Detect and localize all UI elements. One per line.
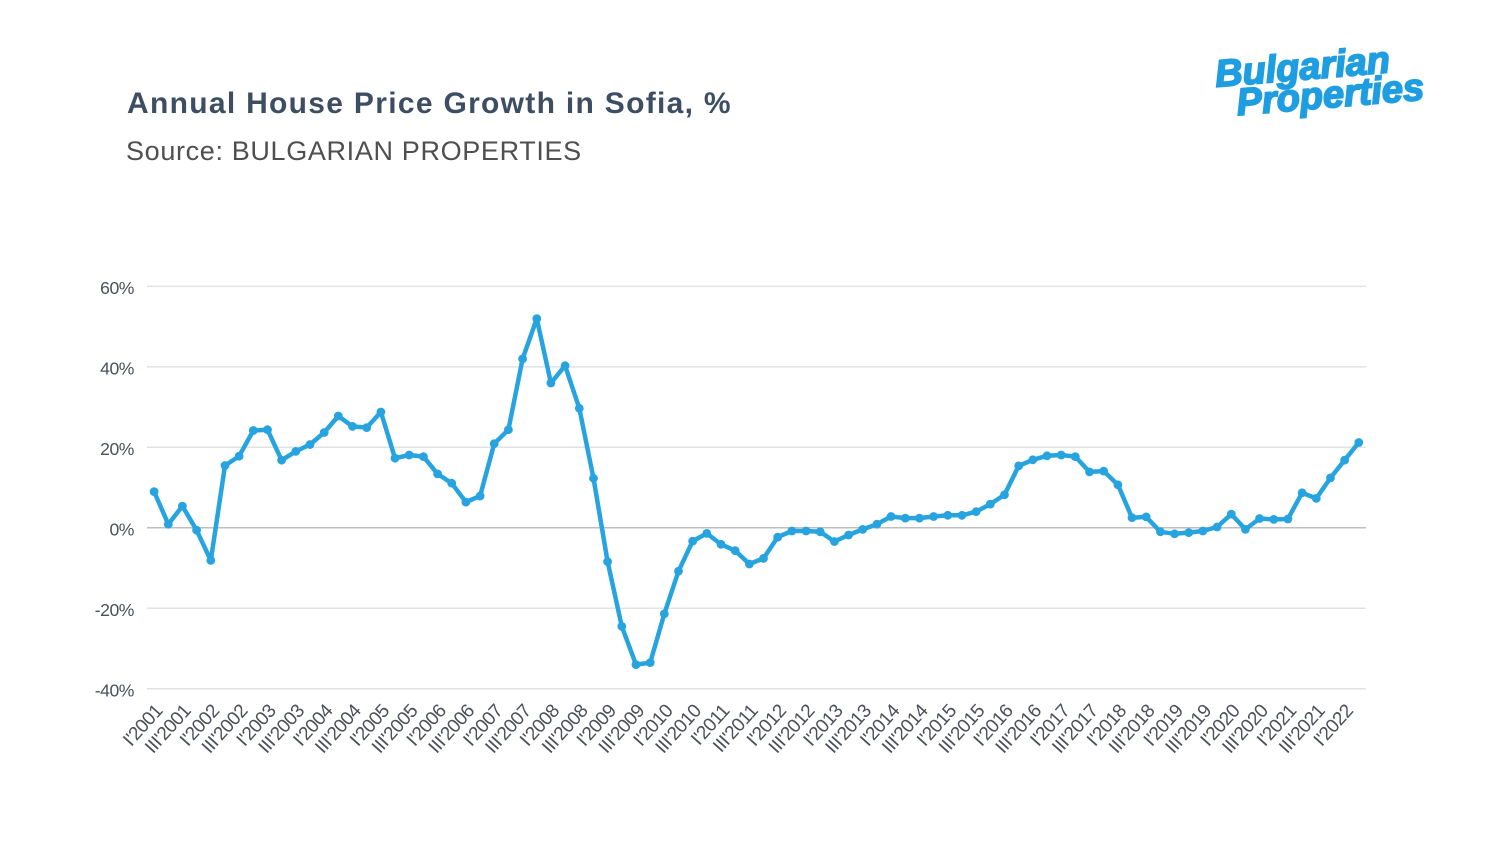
svg-text:60%: 60% bbox=[100, 278, 135, 298]
svg-text:-40%: -40% bbox=[95, 680, 135, 700]
svg-text:40%: 40% bbox=[100, 359, 135, 379]
svg-text:20%: 20% bbox=[100, 439, 135, 459]
svg-text:0%: 0% bbox=[109, 519, 134, 539]
svg-text:-20%: -20% bbox=[95, 600, 135, 620]
